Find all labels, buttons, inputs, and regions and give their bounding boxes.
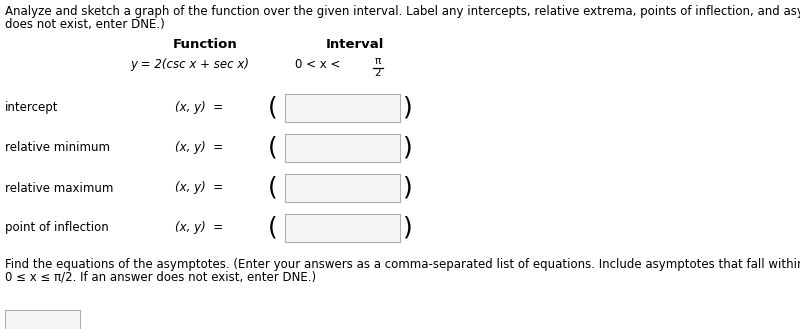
Text: ): ) xyxy=(403,136,413,160)
Text: ): ) xyxy=(403,176,413,200)
Text: (x, y)  =: (x, y) = xyxy=(175,141,223,155)
Text: (: ( xyxy=(268,96,278,120)
Text: relative minimum: relative minimum xyxy=(5,141,110,155)
Text: (x, y)  =: (x, y) = xyxy=(175,102,223,114)
Text: does not exist, enter DNE.): does not exist, enter DNE.) xyxy=(5,18,165,31)
Text: intercept: intercept xyxy=(5,102,58,114)
Text: (: ( xyxy=(268,216,278,240)
Text: Function: Function xyxy=(173,38,238,51)
Text: 0 < x <: 0 < x < xyxy=(295,58,344,71)
Text: 0 ≤ x ≤ π/2. If an answer does not exist, enter DNE.): 0 ≤ x ≤ π/2. If an answer does not exist… xyxy=(5,271,316,284)
Text: (x, y)  =: (x, y) = xyxy=(175,182,223,194)
Text: (x, y)  =: (x, y) = xyxy=(175,221,223,235)
Text: relative maximum: relative maximum xyxy=(5,182,114,194)
Text: point of inflection: point of inflection xyxy=(5,221,109,235)
Text: Interval: Interval xyxy=(326,38,384,51)
Text: ): ) xyxy=(403,96,413,120)
Text: (: ( xyxy=(268,136,278,160)
Text: Find the equations of the asymptotes. (Enter your answers as a comma-separated l: Find the equations of the asymptotes. (E… xyxy=(5,258,800,271)
Text: Analyze and sketch a graph of the function over the given interval. Label any in: Analyze and sketch a graph of the functi… xyxy=(5,5,800,18)
Text: π: π xyxy=(375,56,381,66)
Text: ): ) xyxy=(403,216,413,240)
Text: y = 2(csc x + sec x): y = 2(csc x + sec x) xyxy=(130,58,249,71)
Text: (: ( xyxy=(268,176,278,200)
Text: 2: 2 xyxy=(374,68,382,78)
